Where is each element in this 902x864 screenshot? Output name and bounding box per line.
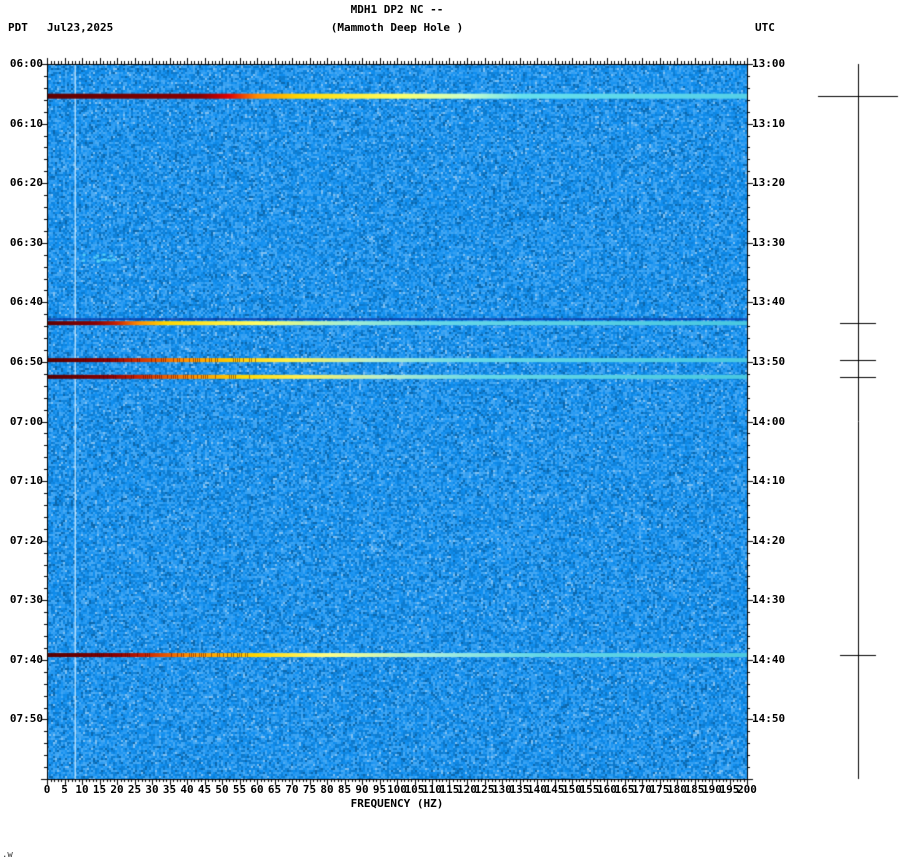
- spectrogram-page: MDH1 DP2 NC -- (Mammoth Deep Hole ) PDT …: [0, 0, 902, 864]
- spectrogram-canvas: [0, 0, 902, 864]
